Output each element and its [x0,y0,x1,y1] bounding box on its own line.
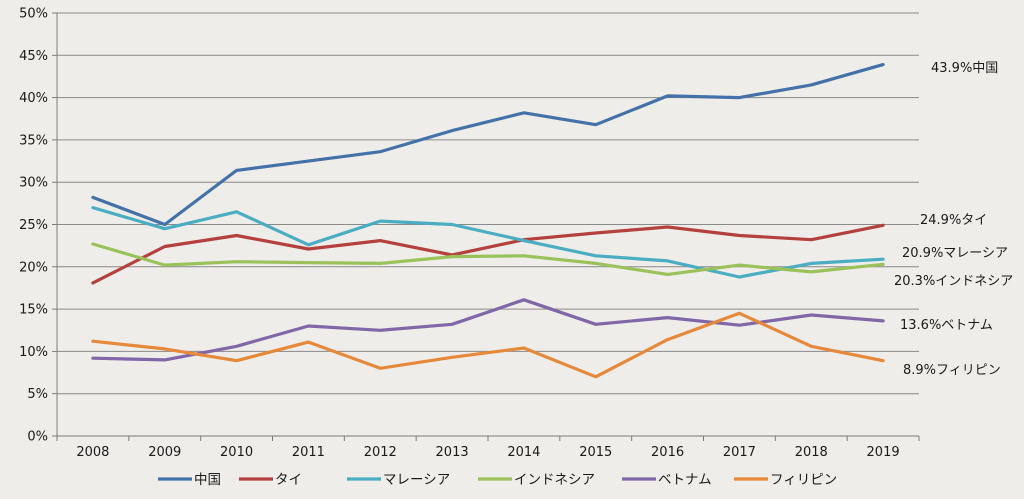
series-line-2 [91,223,885,285]
legend: 中国 タイ マレーシア インドネシア ベトナム フィリピン [158,472,837,488]
y-tick-label: 50% [19,7,48,22]
legend-label: タイ [275,472,302,488]
y-tick-label: 10% [19,345,48,360]
x-tick-label: 2014 [507,445,540,460]
x-tick-label: 2013 [436,445,469,460]
x-tick-label: 2016 [651,445,684,460]
y-tick-label: 25% [19,218,48,233]
series-line-1 [91,62,885,227]
legend-label: ベトナム [658,472,712,488]
y-tick-label: 15% [19,303,48,318]
y-tick-label: 45% [19,49,48,64]
legend-label: マレーシア [383,472,450,488]
x-tick-label: 2011 [292,445,325,460]
series-line-4 [91,242,885,276]
end-label: 20.9%マレーシア [902,246,1008,261]
x-tick-label: 2017 [723,445,756,460]
gridlines [52,12,920,441]
end-label: 8.9%フィリピン [903,363,1001,378]
y-tick-label: 35% [19,133,48,148]
y-axis-ticks: 0% 5% 10% 15% 20% 25% 30% 35% 40% 45% 50% [19,7,48,445]
series-line-6 [91,311,885,379]
series-line-5 [91,298,885,362]
x-tick-label: 2015 [579,445,612,460]
y-tick-label: 30% [19,176,48,191]
legend-label: 中国 [194,472,221,488]
end-label: 20.3%インドネシア [894,274,1013,289]
x-tick-label: 2009 [148,445,181,460]
y-tick-label: 20% [19,260,48,275]
legend-label: インドネシア [514,472,595,488]
x-tick-label: 2010 [220,445,253,460]
x-tick-label: 2018 [795,445,828,460]
end-labels: 43.9%中国 24.9%タイ 20.9%マレーシア 20.3%インドネシア 13.6%… [894,61,1013,378]
x-tick-label: 2008 [76,445,109,460]
x-tick-label: 2019 [867,445,900,460]
end-label: 43.9%中国 [931,61,998,76]
x-axis-ticks: 2008 2009 2010 2011 2012 2013 2014 2015 2016 2017… [76,445,899,460]
series-lines [91,62,885,379]
y-tick-label: 40% [19,91,48,106]
legend-label: フィリピン [770,472,837,488]
y-tick-label: 5% [27,387,48,402]
x-tick-label: 2012 [364,445,397,460]
end-label: 13.6%ベトナム [900,318,993,333]
y-tick-label: 0% [27,430,48,445]
end-label: 24.9%タイ [920,213,987,228]
series-line-3 [91,206,885,279]
